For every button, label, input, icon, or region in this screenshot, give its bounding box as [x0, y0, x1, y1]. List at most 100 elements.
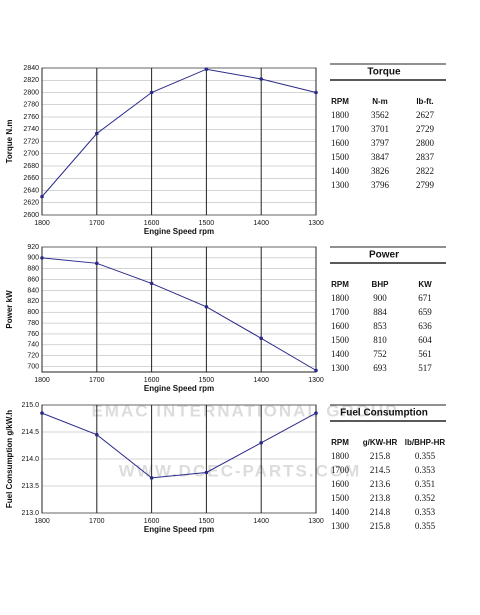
x-axis-label: Engine Speed rpm	[144, 384, 214, 393]
data-point	[95, 261, 99, 266]
x-tick-label: 1800	[34, 220, 50, 227]
table-cell: 1400	[331, 349, 350, 359]
table-cell: 659	[418, 307, 432, 317]
table-cell: 1800	[331, 293, 350, 303]
table-cell: 3796	[371, 180, 390, 190]
y-tick-label: 2600	[23, 212, 39, 219]
table-header: lb/BHP-HR	[405, 438, 446, 447]
table-header: RPM	[331, 280, 349, 289]
table-cell: 1600	[331, 479, 350, 489]
x-tick-label: 1300	[308, 377, 324, 384]
table-cell: 3701	[371, 124, 389, 134]
table-title: Power	[369, 250, 399, 261]
y-tick-label: 214.0	[21, 456, 39, 463]
x-tick-label: 1700	[89, 518, 105, 525]
table-cell: 0.355	[415, 521, 436, 531]
plot-area	[41, 246, 317, 373]
x-tick-label: 1500	[199, 377, 215, 384]
x-tick-label: 1400	[253, 377, 269, 384]
data-point	[314, 411, 318, 415]
y-tick-label: 2660	[23, 175, 39, 182]
data-point	[149, 476, 154, 480]
y-tick-label: 2740	[23, 126, 39, 133]
table-cell: 1500	[331, 493, 350, 503]
table-cell: 3826	[371, 166, 390, 176]
data-point	[149, 281, 154, 286]
table-cell: 0.353	[415, 465, 436, 475]
table-cell: 1800	[331, 451, 350, 461]
table-cell: 517	[418, 363, 432, 373]
y-tick-label: 920	[27, 244, 39, 251]
table-cell: 0.353	[415, 507, 436, 517]
table-header: KW	[418, 280, 432, 289]
x-tick-label: 1400	[253, 518, 269, 525]
table-header: N-m	[372, 97, 388, 106]
y-axis-label: Torque N.m	[5, 120, 14, 164]
table-cell: 2822	[416, 166, 434, 176]
x-tick-label: 1500	[199, 220, 215, 227]
y-tick-label: 780	[27, 320, 39, 327]
table-cell: 213.6	[370, 479, 391, 489]
table-cell: 215.8	[370, 451, 391, 461]
data-point	[314, 368, 318, 373]
x-tick-label: 1400	[253, 220, 269, 227]
table-cell: 1500	[331, 152, 350, 162]
x-tick-label: 1600	[144, 377, 160, 384]
table-cell: 0.355	[415, 451, 436, 461]
data-point	[149, 90, 154, 95]
data-point	[40, 256, 44, 260]
y-tick-label: 2720	[23, 138, 39, 145]
y-tick-label: 2700	[23, 151, 39, 158]
y-tick-label: 2820	[23, 77, 39, 84]
table-cell: 671	[418, 293, 432, 303]
table-header: BHP	[372, 280, 390, 289]
table-cell: 1500	[331, 335, 350, 345]
table-header: RPM	[331, 438, 349, 447]
data-point	[95, 432, 99, 437]
table-cell: 2837	[416, 152, 435, 162]
y-axis-label: Fuel Consumption g/kW.h	[5, 410, 14, 508]
table-cell: 3847	[371, 152, 390, 162]
y-tick-label: 2760	[23, 114, 39, 121]
table-cell: 1600	[331, 138, 350, 148]
y-tick-label: 700	[27, 363, 39, 370]
table-cell: 0.351	[415, 479, 435, 489]
table-cell: 1300	[331, 363, 350, 373]
y-tick-label: 840	[27, 287, 39, 294]
data-point	[259, 77, 264, 81]
y-tick-label: 860	[27, 276, 39, 283]
data-point	[204, 470, 209, 475]
y-tick-label: 740	[27, 342, 39, 349]
table-header: g/KW-HR	[363, 438, 398, 447]
table-cell: 2729	[416, 124, 435, 134]
y-tick-label: 2780	[23, 102, 39, 109]
data-point	[314, 90, 318, 95]
data-point	[259, 336, 264, 341]
table-cell: 1400	[331, 507, 350, 517]
x-tick-label: 1600	[144, 220, 160, 227]
y-tick-label: 720	[27, 353, 39, 360]
table-cell: 884	[373, 307, 387, 317]
table-cell: 2800	[416, 138, 435, 148]
table-cell: 1400	[331, 166, 350, 176]
y-tick-label: 2620	[23, 200, 39, 207]
data-point	[259, 441, 264, 445]
table-cell: 900	[373, 293, 387, 303]
y-axis-label: Power kW	[5, 290, 14, 329]
y-tick-label: 2800	[23, 89, 39, 96]
table-cell: 752	[373, 349, 387, 359]
table-cell: 604	[418, 335, 432, 345]
watermark: WWW.DCEC-PARTS.COM	[119, 461, 362, 480]
table-title: Fuel Consumption	[340, 408, 428, 419]
table-cell: 1300	[331, 180, 350, 190]
table-header: lb-ft.	[416, 97, 433, 106]
y-tick-label: 213.5	[21, 483, 39, 490]
data-point	[204, 304, 209, 309]
table-cell: 693	[373, 363, 387, 373]
table-cell: 3562	[371, 110, 389, 120]
x-tick-label: 1800	[34, 377, 50, 384]
table-cell: 2627	[416, 110, 435, 120]
data-point	[40, 411, 44, 415]
x-tick-label: 1700	[89, 220, 105, 227]
